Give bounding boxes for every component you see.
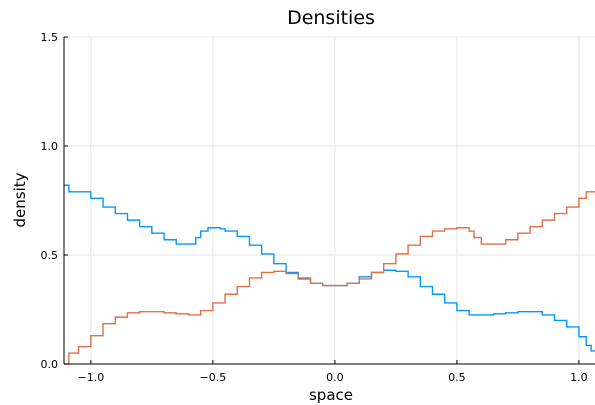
x-tick-label: 0.5 — [448, 371, 466, 384]
chart-title: Densities — [287, 7, 375, 29]
x-tick-label: −0.5 — [200, 371, 227, 384]
series-line-1 — [64, 184, 595, 352]
grid-lines — [64, 36, 595, 365]
y-tick-label: 1.5 — [41, 31, 59, 44]
tick-group: −1.0 −0.5 0.0 0.5 1.0 0.0 0.5 1.0 1.5 — [41, 31, 588, 384]
axis-frame — [63, 37, 595, 365]
x-tick-label: 0.0 — [326, 371, 344, 384]
y-axis-label: density — [11, 172, 29, 227]
series-group — [64, 184, 595, 365]
y-tick-label: 1.0 — [41, 140, 59, 153]
series-line-2 — [64, 191, 595, 365]
y-tick-label: 0.0 — [41, 358, 59, 371]
x-tick-label: −1.0 — [77, 371, 104, 384]
y-tick-label: 0.5 — [41, 249, 59, 262]
x-tick-label: 1.0 — [570, 371, 588, 384]
x-axis-label: space — [309, 386, 353, 404]
